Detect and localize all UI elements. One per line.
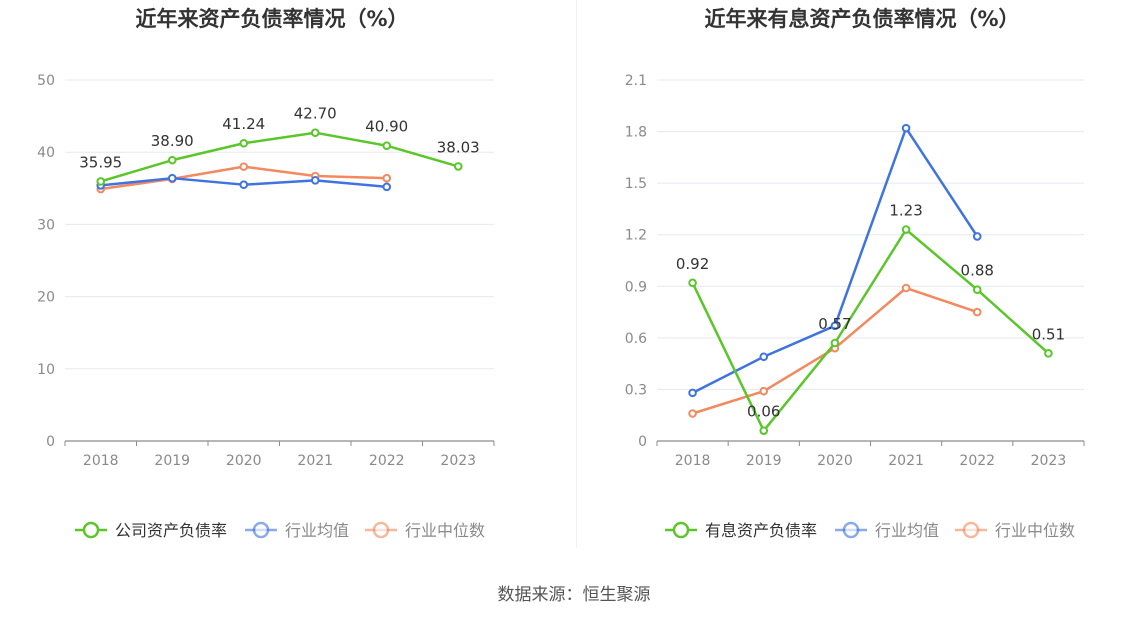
- data-point-company: [830, 338, 840, 348]
- data-label: 0.51: [1032, 325, 1065, 343]
- data-point-industry-avg: [688, 388, 697, 398]
- data-point-industry-median: [688, 409, 697, 418]
- legend-label-industry-median: 行业中位数: [405, 521, 485, 540]
- data-label: 1.23: [889, 202, 922, 220]
- data-point-company: [382, 141, 392, 151]
- x-tick-label: 2020: [226, 453, 262, 469]
- data-point-industry-avg: [239, 180, 249, 189]
- data-label: 0.88: [961, 262, 994, 280]
- data-point-company: [972, 285, 982, 295]
- x-tick-label: 2020: [817, 453, 853, 469]
- data-label: 38.90: [151, 132, 194, 150]
- data-source-note: 数据来源：恒生聚源: [497, 585, 651, 605]
- x-tick-label: 2021: [297, 453, 333, 469]
- chart-title: 近年来有息资产负债率情况（%）: [704, 7, 1019, 31]
- data-label: 35.95: [79, 153, 122, 171]
- data-point-industry-median: [901, 283, 911, 293]
- y-tick-label: 0.6: [625, 331, 647, 347]
- data-point-industry-avg: [382, 182, 392, 192]
- data-point-company: [239, 138, 249, 148]
- data-point-industry-avg: [167, 173, 177, 183]
- data-point-industry-avg: [759, 352, 769, 362]
- legend-marker-company: [82, 521, 100, 539]
- legend-marker-industry-avg: [842, 521, 860, 539]
- data-point-industry-avg: [901, 123, 911, 133]
- y-tick-label: 50: [37, 73, 55, 89]
- data-label: 38.03: [437, 138, 480, 156]
- legend-label-industry-avg: 行业均值: [285, 521, 349, 540]
- legend-label-industry-avg: 行业均值: [875, 521, 939, 540]
- data-point-company: [901, 225, 911, 234]
- legend-label-industry-median: 行业中位数: [995, 521, 1075, 540]
- data-point-company: [167, 155, 177, 165]
- data-label: 41.24: [222, 115, 265, 133]
- x-tick-label: 2023: [440, 453, 476, 469]
- data-point-company: [1044, 349, 1053, 358]
- data-label: 0.57: [818, 315, 851, 333]
- legend-label-company: 公司资产负债率: [115, 521, 227, 540]
- y-tick-label: 0.9: [625, 279, 647, 295]
- data-point-company: [310, 128, 320, 138]
- data-point-company: [96, 177, 106, 186]
- x-tick-label: 2022: [369, 453, 405, 469]
- y-tick-label: 2.1: [625, 73, 647, 89]
- series-line-industry-avg: [692, 126, 979, 394]
- x-tick-label: 2023: [1031, 453, 1067, 469]
- debt-ratio-chart: 近年来资产负债率情况（%） 0 10 20 30 40 50 2018 2019 2020 2021…: [37, 7, 495, 540]
- x-tick-label: 2022: [959, 453, 995, 469]
- y-tick-label: 1.2: [625, 228, 647, 244]
- data-label: 0.06: [747, 403, 780, 421]
- legend-marker-industry-median: [372, 521, 390, 539]
- data-point-industry-median: [382, 173, 392, 183]
- data-point-industry-avg: [830, 321, 840, 331]
- x-tick-label: 2018: [675, 453, 711, 469]
- data-point-company: [688, 278, 697, 288]
- x-tick-label: 2019: [154, 453, 190, 469]
- x-tick-label: 2021: [888, 453, 924, 469]
- y-tick-label: 0: [638, 434, 647, 450]
- legend-label-company: 有息资产负债率: [705, 521, 817, 540]
- y-tick-label: 0.3: [625, 382, 647, 398]
- legend-marker-company: [672, 521, 690, 539]
- data-point-industry-median: [972, 307, 982, 317]
- chart-title: 近年来资产负债率情况（%）: [135, 7, 408, 31]
- y-tick-label: 1.5: [625, 176, 647, 192]
- data-point-industry-median: [239, 162, 249, 171]
- y-tick-label: 0: [46, 434, 55, 450]
- y-tick-label: 40: [37, 145, 55, 161]
- legend-marker-industry-median: [962, 521, 980, 539]
- y-tick-label: 20: [37, 290, 55, 306]
- x-tick-label: 2018: [83, 453, 119, 469]
- legend-marker-industry-avg: [252, 521, 270, 539]
- data-label: 40.90: [365, 118, 408, 136]
- data-point-company: [453, 162, 463, 171]
- y-tick-label: 30: [37, 217, 55, 233]
- x-tick-label: 2019: [746, 453, 782, 469]
- y-tick-label: 1.8: [625, 125, 647, 141]
- series-line-company: [691, 228, 1050, 432]
- y-tick-label: 10: [37, 362, 55, 378]
- data-label: 0.92: [676, 255, 709, 273]
- series-line-company: [100, 131, 459, 183]
- data-point-company: [759, 426, 769, 435]
- chart-divider: [576, 0, 577, 548]
- data-point-industry-median: [759, 386, 769, 396]
- data-label: 42.70: [294, 105, 337, 123]
- interest-bearing-debt-ratio-chart: 近年来有息资产负债率情况（%） 0 0.3 0.6 0.9 1.2 1.5 1.8 2.1 201…: [625, 7, 1085, 540]
- charts-canvas: 近年来资产负债率情况（%） 0 10 20 30 40 50 2018 2019 2020 2021…: [37, 7, 1085, 540]
- data-point-industry-avg: [972, 232, 982, 241]
- data-point-industry-avg: [310, 176, 320, 185]
